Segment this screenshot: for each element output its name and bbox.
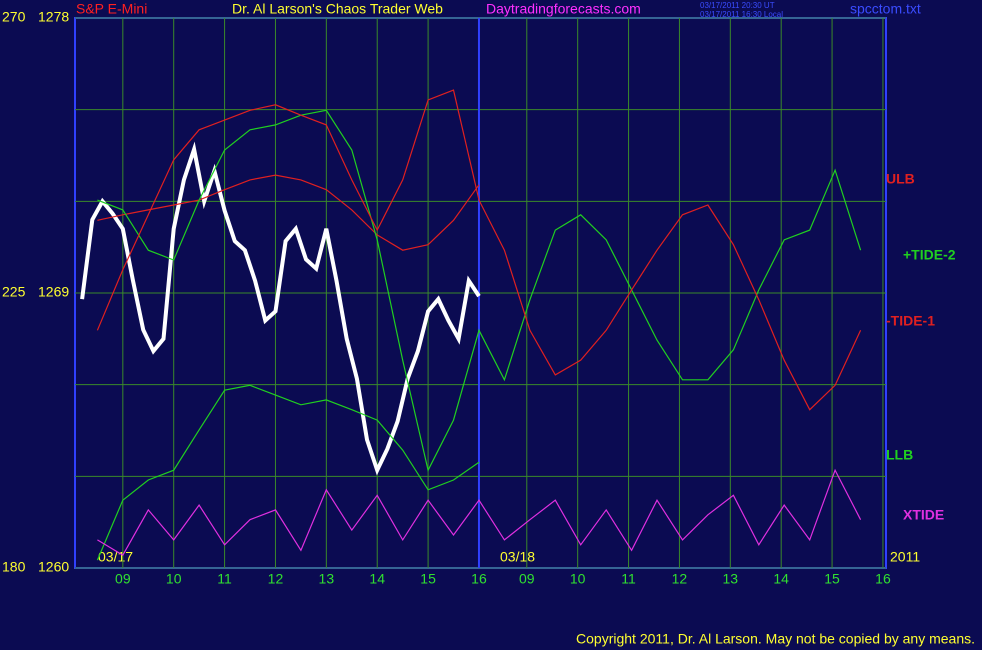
- legend-label: LLB: [886, 447, 913, 463]
- chart-title: Dr. Al Larson's Chaos Trader Web: [232, 1, 443, 17]
- series-line: [80, 141, 481, 476]
- y-tick-label: 1278: [38, 9, 69, 25]
- series-line: [97, 468, 862, 557]
- x-tick-label: 10: [570, 571, 586, 587]
- site-name: Daytradingforecasts.com: [486, 1, 641, 17]
- file-name: spcctom.txt: [850, 1, 921, 17]
- series-line: [96, 89, 862, 411]
- series-line: [97, 174, 480, 251]
- date-label: 03/18: [500, 549, 535, 565]
- date-label: 2011: [890, 549, 920, 565]
- y2-tick-label: 225: [2, 284, 26, 300]
- x-tick-label: 11: [621, 571, 636, 587]
- y2-tick-label: 270: [2, 9, 26, 25]
- x-tick-label: 11: [217, 571, 232, 587]
- y2-tick-label: 180: [2, 559, 26, 575]
- timestamp: 03/17/2011 20:30 UT: [700, 1, 775, 10]
- x-tick-label: 13: [319, 571, 335, 587]
- copyright: Copyright 2011, Dr. Al Larson. May not b…: [576, 631, 975, 647]
- y-tick-label: 1269: [38, 284, 69, 300]
- timestamp: 03/17/2011 16:30 Local: [700, 10, 783, 19]
- series-line: [96, 384, 480, 561]
- legend-label: XTIDE: [903, 507, 944, 523]
- legend-label: ULB: [886, 171, 915, 187]
- series-line: [97, 109, 862, 472]
- x-tick-label: 16: [471, 571, 487, 587]
- y-tick-label: 1260: [38, 559, 69, 575]
- x-tick-label: 09: [519, 571, 535, 587]
- x-tick-label: 12: [672, 571, 688, 587]
- x-tick-label: 14: [773, 571, 789, 587]
- x-tick-label: 12: [268, 571, 284, 587]
- x-tick-label: 14: [369, 571, 385, 587]
- x-tick-label: 10: [166, 571, 182, 587]
- series-title: S&P E-Mini: [76, 1, 147, 17]
- x-tick-label: 15: [420, 571, 436, 587]
- x-tick-label: 16: [875, 571, 891, 587]
- legend-label: +TIDE-2: [903, 247, 956, 263]
- x-tick-label: 15: [824, 571, 840, 587]
- legend-label: -TIDE-1: [886, 313, 935, 329]
- x-tick-label: 09: [115, 571, 131, 587]
- x-tick-label: 13: [723, 571, 739, 587]
